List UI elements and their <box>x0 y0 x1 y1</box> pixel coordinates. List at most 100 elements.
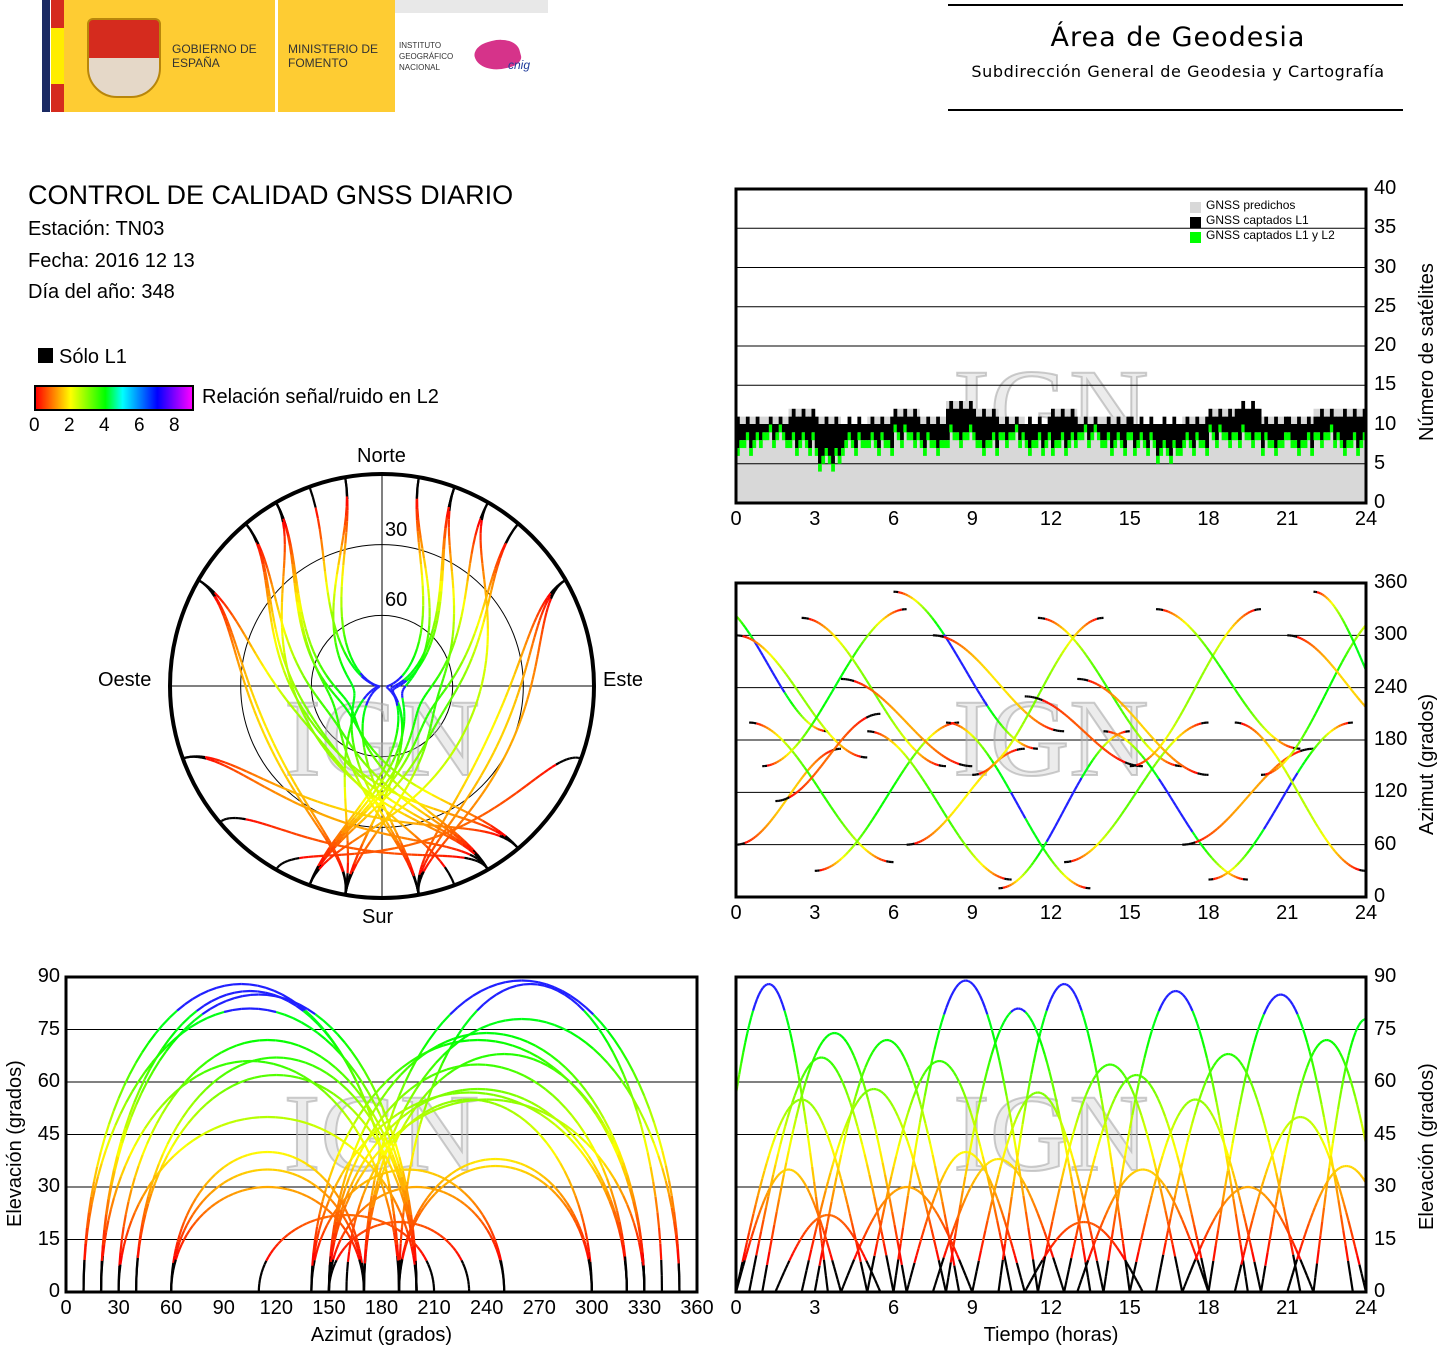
azimuth-track-segment <box>739 620 741 622</box>
elev-az-track-segment <box>649 1109 654 1122</box>
elev-time-track-segment <box>926 1216 928 1222</box>
elev-time-track-segment <box>808 1138 810 1152</box>
azimuth-track-segment <box>1352 638 1354 642</box>
azimuth-track-segment <box>1090 681 1092 682</box>
azimuth-track-segment <box>954 650 956 654</box>
l1-bar <box>1140 417 1144 433</box>
elev-time-track-segment <box>1096 1225 1098 1226</box>
elev-az-track-segment <box>157 1114 162 1124</box>
elev-time-track-segment <box>901 1129 903 1138</box>
azimuth-track-segment <box>1176 761 1178 763</box>
elev-time-track-segment <box>848 1114 850 1124</box>
l1l2-bar <box>1146 448 1150 456</box>
elev-time-track-segment <box>863 1082 865 1090</box>
azimuth-track-segment <box>804 767 806 770</box>
elev-time-track-segment <box>896 1189 898 1190</box>
azimuth-track-segment <box>1335 668 1337 670</box>
azimuth-track-segment <box>756 723 758 724</box>
elev-az-track-segment <box>303 1223 307 1225</box>
azimuth-track-segment <box>1278 801 1280 805</box>
azimuth-track-segment <box>1373 616 1375 618</box>
azimuth-track-segment <box>899 610 901 611</box>
elev-az-track-segment <box>273 1064 281 1066</box>
elev-time-track-segment <box>845 1276 847 1281</box>
azimuth-track-segment <box>1279 760 1281 763</box>
l1l2-bar <box>953 432 957 440</box>
elev-time-track-segment <box>1042 1094 1044 1095</box>
azimuth-track-segment <box>1217 645 1219 649</box>
azimuth-track-segment <box>1124 807 1126 811</box>
azimuth-track-segment <box>1118 735 1120 736</box>
elev-az-track-segment <box>464 1204 468 1207</box>
elev-az-track-segment <box>651 1167 654 1182</box>
azimuth-track-segment <box>814 781 816 785</box>
elev-time-track-segment <box>827 1242 829 1248</box>
elev-az-track-segment <box>335 1260 337 1263</box>
azimuth-track-segment <box>1355 637 1357 640</box>
elev-time-track-segment <box>897 1046 899 1049</box>
elev-time-track-segment <box>1070 1225 1072 1226</box>
azimuth-track-segment <box>1049 728 1051 729</box>
azimuth-track-segment <box>1217 863 1219 865</box>
azimuth-track-segment <box>867 680 869 684</box>
l1l2-bar <box>871 432 875 440</box>
elev-time-track-segment <box>756 1196 758 1205</box>
azimuth-track-segment <box>802 764 804 767</box>
elev-az-track-segment <box>621 1050 627 1061</box>
elev-time-track-segment <box>898 1116 900 1122</box>
elev-az-track-segment <box>348 1252 349 1262</box>
l1l2-bar <box>1064 448 1068 456</box>
l1-bar <box>1041 425 1045 449</box>
l1-bar <box>916 417 920 433</box>
azimuth-track-segment <box>883 699 885 701</box>
elev-time-track-segment <box>999 1027 1001 1033</box>
l1-bar <box>1231 417 1235 433</box>
l1-bar <box>1159 425 1163 449</box>
azimuth-track-segment <box>1047 838 1049 842</box>
azimuth-track-segment <box>1360 700 1362 702</box>
azimuth-track-segment <box>869 689 871 690</box>
elev-az-track-segment <box>489 984 497 987</box>
elev-time-track-segment <box>1099 1271 1101 1281</box>
elev-time-track-segment <box>821 1216 823 1217</box>
l1l2-bar <box>923 448 927 456</box>
azimuth-track-segment <box>764 827 766 829</box>
elev-time-track-segment <box>916 1249 918 1256</box>
azimuth-track-segment <box>796 743 798 746</box>
azimuth-track-segment <box>983 771 985 772</box>
elev-az-track-segment <box>515 1162 520 1164</box>
l1-bar <box>887 425 891 441</box>
azimuth-track-segment <box>1062 872 1064 874</box>
l1l2-bar <box>1005 440 1009 448</box>
l1-bar <box>782 425 786 433</box>
azimuth-track-segment <box>807 781 809 783</box>
l1l2-bar <box>1087 440 1091 448</box>
azimuth-track-segment <box>910 744 912 747</box>
azimuth-track-segment <box>1195 684 1197 688</box>
elev-az-track-segment <box>305 1063 312 1066</box>
azimuth-track-segment <box>1062 628 1064 630</box>
elev-az-track-segment <box>207 1179 211 1183</box>
l1-bar <box>805 417 809 441</box>
elev-az-track-segment <box>586 1233 588 1243</box>
l1l2-bar <box>1012 432 1016 440</box>
azimuth-track-segment <box>936 829 938 831</box>
azimuth-track-segment <box>1340 857 1342 859</box>
elev-az-track-segment <box>126 1229 129 1238</box>
elev-time-track-segment <box>802 1235 804 1238</box>
azimuth-track-segment <box>918 734 920 736</box>
l1l2-bar <box>1110 448 1114 456</box>
elev-az-track-segment <box>477 1093 485 1094</box>
azimuth-track-segment <box>958 725 960 726</box>
l1l2-bar <box>1028 448 1032 456</box>
elev-time-track-segment <box>934 1040 936 1050</box>
elev-az-track-segment <box>122 1247 124 1256</box>
azimuth-track-segment <box>797 690 799 693</box>
elev-az-track-segment <box>530 981 538 982</box>
l1l2-bar <box>1002 432 1006 440</box>
azimuth-track-segment <box>1045 851 1047 855</box>
elev-az-track-segment <box>207 1129 214 1133</box>
azimuth-track-segment <box>804 719 806 721</box>
azimuth-track-segment <box>1093 620 1095 621</box>
elev-time-track-segment <box>760 1179 762 1187</box>
